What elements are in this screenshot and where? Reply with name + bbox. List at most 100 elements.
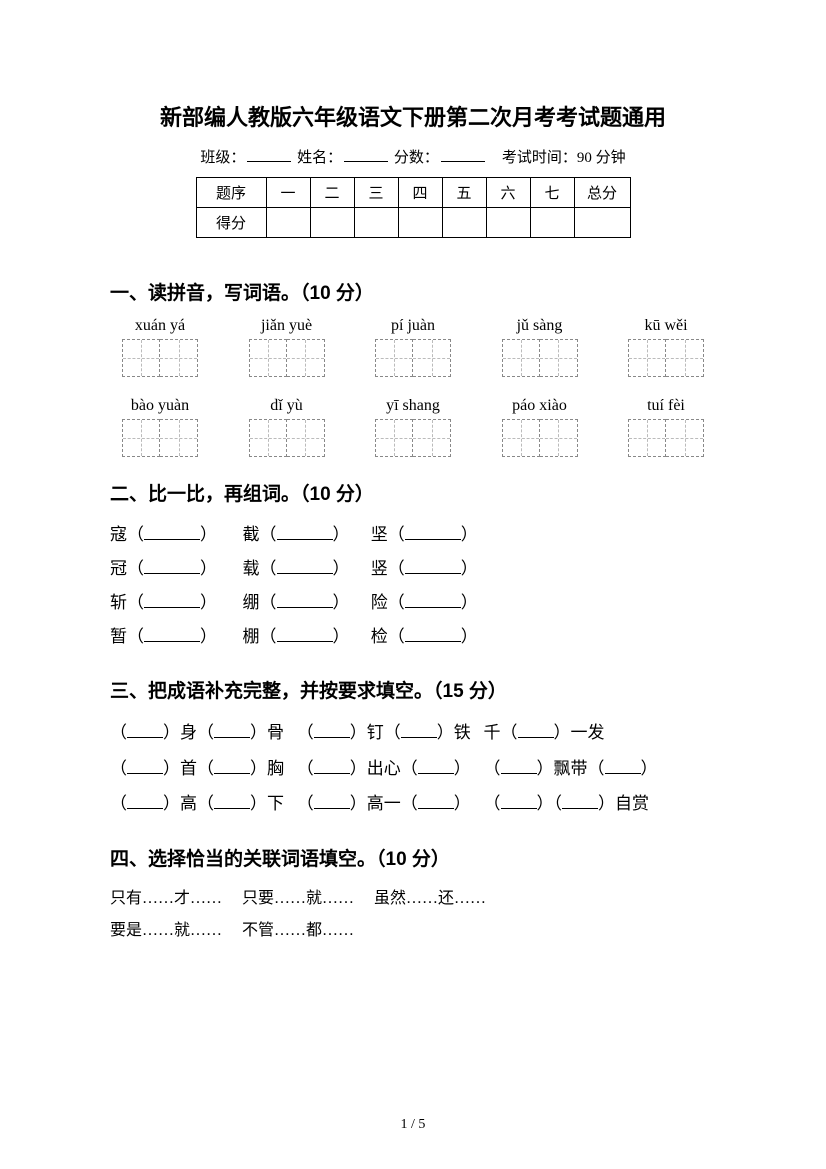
conjunction-option: 只有……才…… — [110, 890, 222, 907]
fill-blank[interactable] — [562, 792, 598, 809]
score-row-header: 题序 — [196, 178, 266, 208]
fill-blank[interactable] — [405, 625, 461, 642]
pinyin-label: kū wěi — [616, 317, 716, 335]
score-col: 一 — [266, 178, 310, 208]
score-cell[interactable] — [266, 208, 310, 238]
compare-row: 暂（） 棚（） 检（） — [110, 620, 716, 654]
fill-blank[interactable] — [418, 792, 454, 809]
section4-heading: 四、选择恰当的关联词语填空。（10 分） — [110, 844, 716, 871]
meta-line: 班级： 姓名： 分数： 考试时间：90 分钟 — [110, 146, 716, 167]
conjunction-row: 要是……就…… 不管……都…… — [110, 915, 716, 947]
fill-blank[interactable] — [401, 721, 437, 738]
score-cell[interactable] — [530, 208, 574, 238]
fill-blank[interactable] — [144, 591, 200, 608]
page-number: 1 / 5 — [0, 1117, 826, 1133]
score-cell[interactable] — [442, 208, 486, 238]
score-blank[interactable] — [441, 147, 485, 162]
fill-blank[interactable] — [127, 792, 163, 809]
fill-blank[interactable] — [501, 792, 537, 809]
fill-blank[interactable] — [277, 625, 333, 642]
fill-blank[interactable] — [314, 721, 350, 738]
char-box-pair[interactable] — [363, 419, 463, 457]
fill-blank[interactable] — [405, 557, 461, 574]
score-col: 三 — [354, 178, 398, 208]
fill-blank[interactable] — [314, 792, 350, 809]
compare-row: 斩（） 绷（） 险（） — [110, 586, 716, 620]
class-label: 班级： — [200, 150, 245, 166]
compare-group: 寇（） 截（） 坚（） 冠（） 载（） 竖（） 斩（） 绷（） 险（） 暂（） … — [110, 518, 716, 654]
fill-blank[interactable] — [518, 721, 554, 738]
idiom-line: （）身（）骨 （）钉（）铁 千（）一发 — [110, 715, 716, 751]
name-label: 姓名： — [297, 150, 342, 166]
pinyin-label: jǔ sàng — [490, 317, 590, 335]
pinyin-row: xuán yá jiǎn yuè pí juàn jǔ sàng kū wěi — [110, 317, 716, 335]
fill-blank[interactable] — [127, 757, 163, 774]
char-box-pair[interactable] — [110, 339, 210, 377]
char-boxes-row — [110, 419, 716, 457]
fill-blank[interactable] — [144, 557, 200, 574]
fill-blank[interactable] — [144, 625, 200, 642]
pinyin-label: páo xiào — [490, 397, 590, 415]
fill-blank[interactable] — [405, 523, 461, 540]
fill-blank[interactable] — [214, 757, 250, 774]
page-title: 新部编人教版六年级语文下册第二次月考考试题通用 — [110, 100, 716, 132]
pinyin-label: jiǎn yuè — [237, 317, 337, 335]
time-label: 考试时间：90 分钟 — [502, 150, 626, 166]
conjunction-row: 只有……才…… 只要……就…… 虽然……还…… — [110, 883, 716, 915]
char-box-pair[interactable] — [237, 419, 337, 457]
fill-blank[interactable] — [501, 757, 537, 774]
score-cell[interactable] — [354, 208, 398, 238]
fill-blank[interactable] — [605, 757, 641, 774]
char-box-pair[interactable] — [490, 419, 590, 457]
score-row-header: 得分 — [196, 208, 266, 238]
fill-blank[interactable] — [277, 557, 333, 574]
section3-heading: 三、把成语补充完整，并按要求填空。（15 分） — [110, 676, 716, 703]
char-box-pair[interactable] — [363, 339, 463, 377]
fill-blank[interactable] — [214, 792, 250, 809]
class-blank[interactable] — [247, 147, 291, 162]
score-table: 题序 一 二 三 四 五 六 七 总分 得分 — [196, 177, 631, 238]
fill-blank[interactable] — [127, 721, 163, 738]
conjunction-option: 只要……就…… — [242, 890, 354, 907]
char-box-pair[interactable] — [616, 339, 716, 377]
fill-blank[interactable] — [314, 757, 350, 774]
char-boxes-row — [110, 339, 716, 377]
score-cell[interactable] — [574, 208, 630, 238]
char-box-pair[interactable] — [237, 339, 337, 377]
char-box-pair[interactable] — [110, 419, 210, 457]
fill-blank[interactable] — [144, 523, 200, 540]
score-cell[interactable] — [310, 208, 354, 238]
fill-blank[interactable] — [405, 591, 461, 608]
section1-heading: 一、读拼音，写词语。（10 分） — [110, 278, 716, 305]
compare-row: 寇（） 截（） 坚（） — [110, 518, 716, 552]
name-blank[interactable] — [344, 147, 388, 162]
pinyin-label: tuí fèi — [616, 397, 716, 415]
char-box-pair[interactable] — [616, 419, 716, 457]
conjunction-block: 只有……才…… 只要……就…… 虽然……还…… 要是……就…… 不管……都…… — [110, 883, 716, 947]
fill-blank[interactable] — [418, 757, 454, 774]
score-col: 七 — [530, 178, 574, 208]
idiom-line: （）高（）下 （）高一（） （）（）自赏 — [110, 786, 716, 822]
char-box-pair[interactable] — [490, 339, 590, 377]
idiom-block: （）身（）骨 （）钉（）铁 千（）一发 （）首（）胸 （）出心（） （）飘带（）… — [110, 715, 716, 822]
compare-row: 冠（） 载（） 竖（） — [110, 552, 716, 586]
score-label: 分数： — [394, 150, 439, 166]
pinyin-label: xuán yá — [110, 317, 210, 335]
pinyin-label: pí juàn — [363, 317, 463, 335]
pinyin-label: yī shang — [363, 397, 463, 415]
fill-blank[interactable] — [277, 591, 333, 608]
pinyin-row: bào yuàn dǐ yù yī shang páo xiào tuí fèi — [110, 397, 716, 415]
score-col: 二 — [310, 178, 354, 208]
score-col: 五 — [442, 178, 486, 208]
score-col: 六 — [486, 178, 530, 208]
pinyin-label: bào yuàn — [110, 397, 210, 415]
score-total: 总分 — [574, 178, 630, 208]
score-cell[interactable] — [398, 208, 442, 238]
conjunction-option: 不管……都…… — [242, 922, 354, 939]
fill-blank[interactable] — [277, 523, 333, 540]
pinyin-label: dǐ yù — [237, 397, 337, 415]
fill-blank[interactable] — [214, 721, 250, 738]
section2-heading: 二、比一比，再组词。（10 分） — [110, 479, 716, 506]
score-cell[interactable] — [486, 208, 530, 238]
conjunction-option: 要是……就…… — [110, 922, 222, 939]
